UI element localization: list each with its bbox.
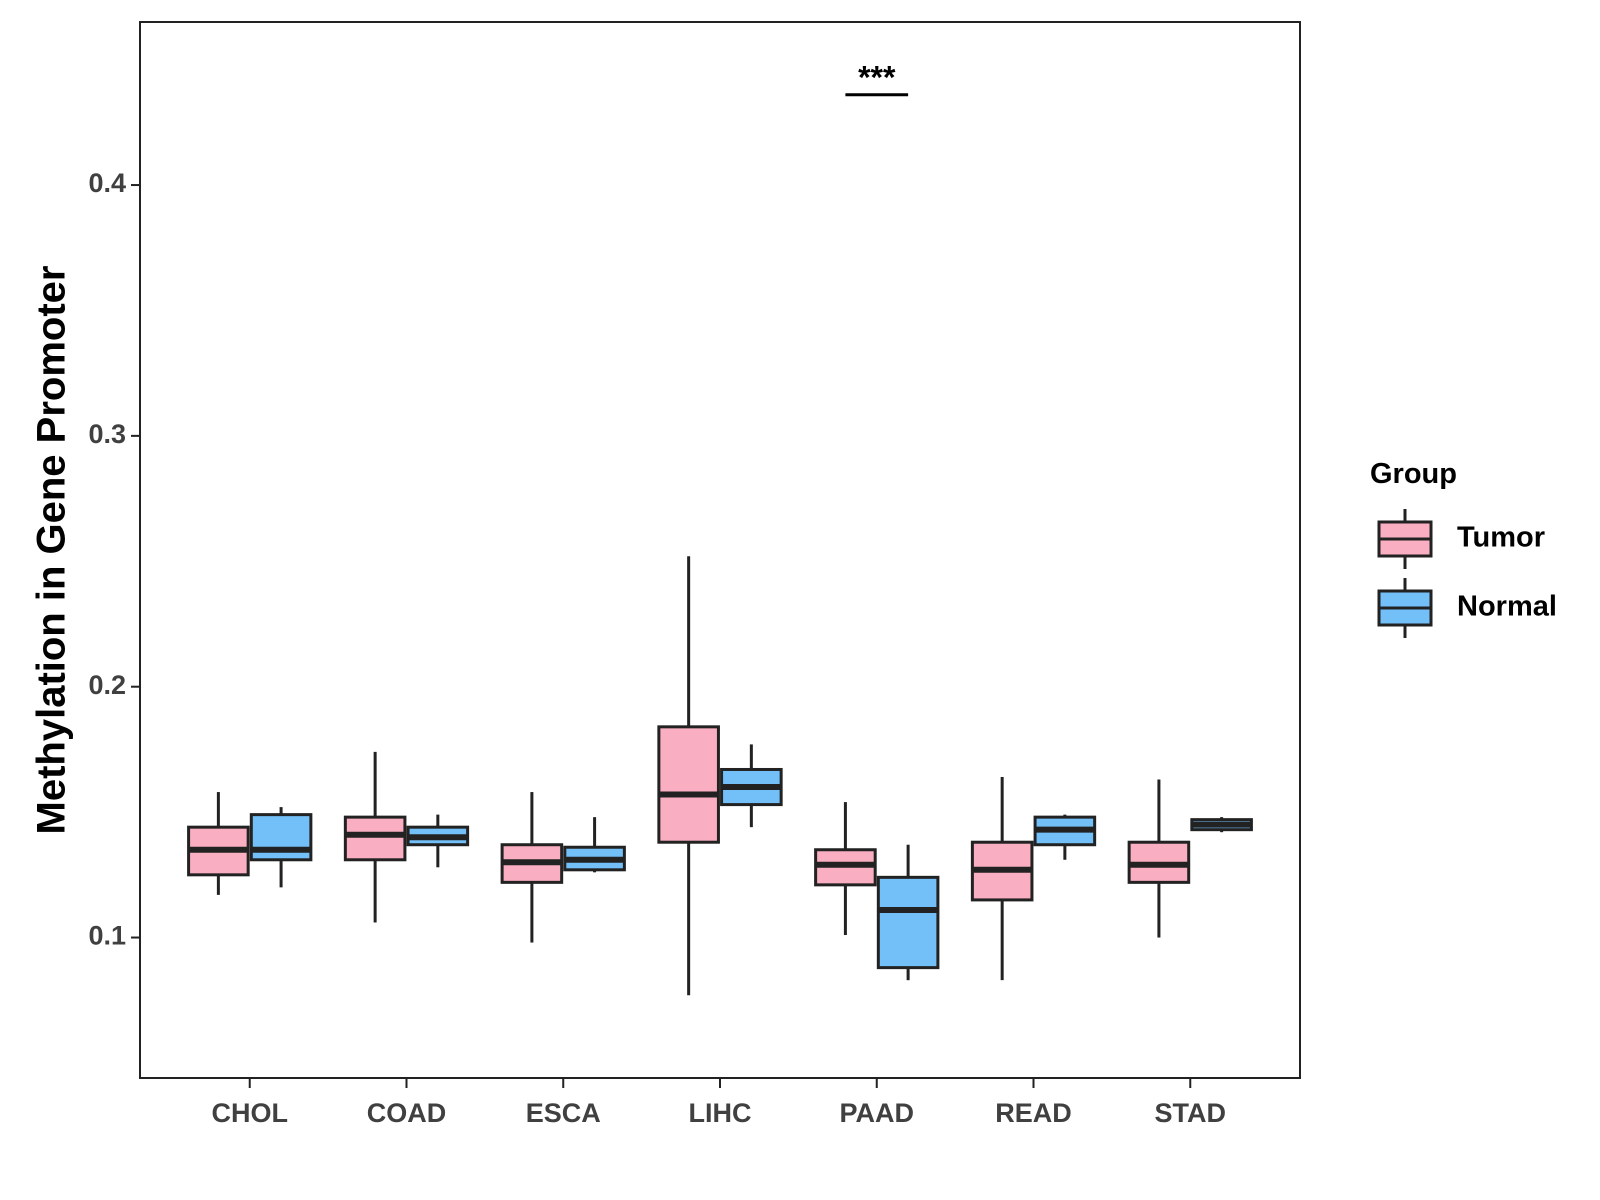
box-body [249,813,313,862]
box-tumor-esca [500,792,564,943]
legend-key-tumor [1377,509,1433,569]
box-normal-read [1033,814,1097,860]
y-tick-label: 0.3 [88,419,126,449]
box-series [187,556,1253,996]
x-tick-label-stad: STAD [1155,1098,1227,1128]
y-tick-label: 0.4 [88,168,126,198]
box-tumor-read [970,777,1034,981]
box-normal-lihc [720,744,783,828]
y-axis: 0.1 0.2 0.3 0.4 [88,168,140,951]
y-tick-label: 0.2 [88,670,126,700]
x-tick-label-esca: ESCA [526,1098,601,1128]
box-tumor-paad [814,802,877,936]
x-tick-label-chol: CHOL [211,1098,288,1128]
x-axis: CHOL COAD ESCA LIHC PAAD READ STAD [211,1078,1226,1128]
box-normal-chol [249,807,313,888]
plot-panel [139,21,1301,1079]
box-body [343,815,407,862]
legend-key-normal [1377,578,1433,638]
x-tick-label-read: READ [995,1098,1072,1128]
box-body [876,875,940,970]
box-tumor-lihc [657,556,720,996]
significance-annotations: *** [845,60,909,97]
box-normal-esca [563,817,626,873]
box-normal-paad [876,844,940,981]
box-tumor-stad [1127,779,1191,938]
y-axis-title: Methylation in Gene Promoter [30,266,74,835]
legend: Group Tumor Normal [1370,458,1557,638]
box-normal-stad [1190,817,1253,833]
box-body [657,725,720,844]
x-tick-label-coad: COAD [367,1098,447,1128]
x-tick-label-lihc: LIHC [689,1098,752,1128]
box-normal-coad [406,814,470,868]
box-tumor-coad [343,751,407,923]
box-tumor-chol [187,792,250,895]
x-tick-label-paad: PAAD [839,1098,914,1128]
significance-label: *** [858,60,896,96]
legend-label-tumor: Tumor [1457,522,1545,554]
y-tick-label: 0.1 [88,921,126,951]
legend-label-normal: Normal [1457,591,1557,623]
legend-title: Group [1370,458,1457,490]
